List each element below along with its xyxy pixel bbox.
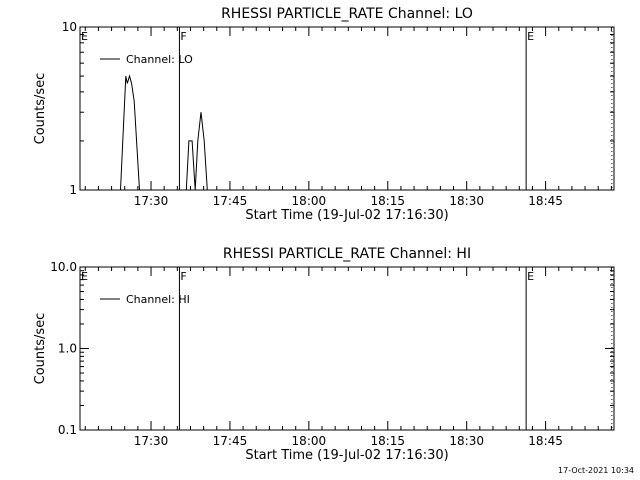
lo-y-axis-label: Counts/sec [33, 73, 48, 145]
hi-x-tick-label: 17:45 [213, 434, 248, 448]
hi-y-tick-label: 0.1 [58, 423, 77, 437]
lo-x-tick-label: 18:00 [292, 194, 327, 208]
hi-y-tick-label: 1.0 [58, 342, 77, 356]
hi-event-marker-label: F [180, 270, 186, 283]
lo-plot-frame [79, 26, 615, 191]
lo-chart-title: RHESSI PARTICLE_RATE Channel: LO [221, 6, 473, 22]
hi-event-marker-label: E [527, 270, 534, 283]
hi-x-tick-label: 18:15 [370, 434, 405, 448]
plot-timestamp: 17-Oct-2021 10:34 [558, 466, 634, 475]
lo-legend-label: Channel: LO [126, 53, 193, 66]
hi-chart-title: RHESSI PARTICLE_RATE Channel: HI [223, 246, 471, 262]
hi-x-tick-label: 17:30 [134, 434, 169, 448]
hi-x-tick-label: 18:00 [292, 434, 327, 448]
hi-y-axis-label: Counts/sec [33, 313, 48, 385]
hi-x-tick-label: 18:30 [449, 434, 484, 448]
hi-x-axis-label: Start Time (19-Jul-02 17:16:30) [245, 448, 448, 463]
lo-x-axis-label: Start Time (19-Jul-02 17:16:30) [245, 208, 448, 223]
hi-y-tick-label: 10.0 [50, 260, 77, 274]
lo-x-tick-label: 17:45 [213, 194, 248, 208]
lo-y-tick-label: 10 [62, 20, 77, 34]
hi-x-tick-label: 18:45 [528, 434, 563, 448]
lo-event-marker-label: E [527, 30, 534, 43]
lo-x-tick-label: 18:15 [370, 194, 405, 208]
lo-x-tick-label: 18:30 [449, 194, 484, 208]
lo-y-tick-label: 1 [69, 183, 77, 197]
lo-series-line [120, 74, 208, 191]
hi-plot-frame [79, 266, 615, 431]
lo-event-marker-label: E [81, 30, 88, 43]
lo-x-tick-label: 18:45 [528, 194, 563, 208]
lo-x-tick-label: 17:30 [134, 194, 169, 208]
hi-legend-label: Channel: HI [126, 293, 190, 306]
hi-event-marker-label: E [81, 270, 88, 283]
lo-event-marker-label: F [180, 30, 186, 43]
